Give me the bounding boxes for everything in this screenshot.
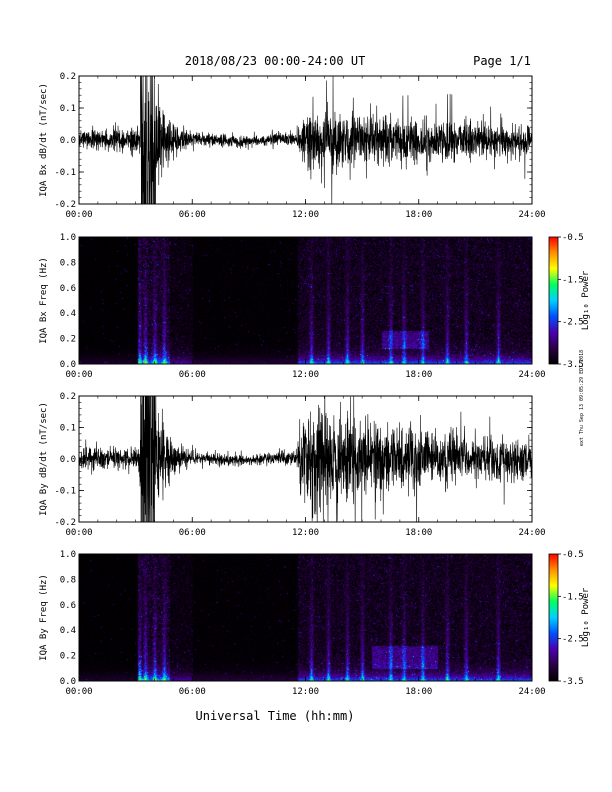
colorbar-tick-label: -0.5 <box>562 550 584 560</box>
x-tick-label: 06:00 <box>179 210 206 220</box>
y-tick-label: 0.2 <box>60 335 76 345</box>
x-tick-label: 06:00 <box>179 370 206 380</box>
colorbar-tick-label: -2.5 <box>562 635 584 645</box>
by-spectrogram-ylabel: IQA By Freq (Hz) <box>39 574 49 661</box>
panels: 0.20.10.0-0.1-0.200:00 06:00 12:00 18:00 24:… <box>39 72 546 697</box>
by-spectrogram-panel: 1.0 0.8 0.6 0.4 0.2 0.000:00 06:00 12:00 18:00 24… <box>39 550 546 697</box>
bx-waveform-panel: 0.2 0.1 0.0 -0.1 -0.200:00 06:00 12:00 18:00 24:… <box>39 72 546 220</box>
x-tick-label: 00:00 <box>65 370 92 380</box>
x-tick-label: 18:00 <box>405 687 432 697</box>
x-tick-label: 24:00 <box>518 687 545 697</box>
bx-waveform-series-line <box>79 76 532 204</box>
x-tick-label: 18:00 <box>405 370 432 380</box>
x-tick-label: 00:00 <box>65 528 92 538</box>
colorbar-tick-label: -3.5 <box>562 677 584 687</box>
y-tick-label: 1.0 <box>60 550 76 560</box>
y-tick-label: 0.6 <box>60 601 76 611</box>
y-tick-label: -0.2 <box>54 518 76 528</box>
bx-spectrogram-colorbar: -0.5 -1.5 -2.5 -3.5 Log₁₀ Power <box>548 233 591 370</box>
y-tick-label: 1.0 <box>60 233 76 243</box>
colorbar-tick-label: -2.5 <box>562 318 584 328</box>
x-tick-label: 00:00 <box>65 687 92 697</box>
x-tick-label: 00:00 <box>65 210 92 220</box>
x-axis-label: Universal Time (hh:mm) <box>196 709 355 723</box>
colorbar-scale <box>548 553 559 682</box>
bx-spectrogram-panel: 1.0 0.8 0.6 0.4 0.2 0.000:00 06:00 12:00 18:00 24… <box>39 233 546 380</box>
y-tick-label: 0.2 <box>60 72 76 82</box>
y-tick-label: 0.6 <box>60 284 76 294</box>
y-tick-label: 0.4 <box>60 309 76 319</box>
y-tick-label: 0.0 <box>60 360 76 370</box>
y-tick-label: 0.8 <box>60 575 76 585</box>
by-waveform-series-line <box>79 396 532 522</box>
x-tick-label: 12:00 <box>292 687 319 697</box>
colorbar-tick-label: -3.5 <box>562 360 584 370</box>
bx-spectrogram-ylabel: IQA Bx Freq (Hz) <box>39 257 49 344</box>
y-tick-label: 0.4 <box>60 626 76 636</box>
x-tick-label: 12:00 <box>292 210 319 220</box>
x-tick-label: 12:00 <box>292 528 319 538</box>
y-tick-label: -0.2 <box>54 200 76 210</box>
y-tick-label: 0.1 <box>60 424 76 434</box>
x-tick-label: 18:00 <box>405 528 432 538</box>
x-tick-label: 12:00 <box>292 370 319 380</box>
by-spectrogram-image <box>79 554 532 681</box>
x-tick-label: 18:00 <box>405 210 432 220</box>
colorbar-tick-label: -1.5 <box>562 275 584 285</box>
side-note: ext Thu Sep 13 09:05:29 EDT 2018 <box>579 350 585 446</box>
x-tick-label: 06:00 <box>179 528 206 538</box>
x-tick-label: 24:00 <box>518 370 545 380</box>
bx-spectrogram-image <box>79 237 532 364</box>
y-tick-label: 0.8 <box>60 258 76 268</box>
by-spectrogram-colorbar: -0.5 -1.5 -2.5 -3.5 Log₁₀ Power <box>548 550 591 687</box>
colorbar-tick-label: -1.5 <box>562 592 584 602</box>
colorbar-label: Log₁₀ Power <box>581 587 591 647</box>
plot-title: 2018/08/23 00:00-24:00 UT <box>185 54 366 68</box>
y-tick-label: 0.2 <box>60 652 76 662</box>
x-tick-label: 24:00 <box>518 528 545 538</box>
y-tick-label: 0.0 <box>60 136 76 146</box>
colorbar-scale <box>548 236 559 365</box>
x-tick-label: 06:00 <box>179 687 206 697</box>
y-tick-label: -0.1 <box>54 487 76 497</box>
y-tick-label: 0.2 <box>60 392 76 402</box>
page-indicator: Page 1/1 <box>473 54 531 68</box>
colorbar-tick-label: -0.5 <box>562 233 584 243</box>
by-waveform-panel: 0.2 0.1 0.0 -0.1 -0.200:00 06:00 12:00 18:00 24:… <box>39 392 546 538</box>
y-tick-label: 0.0 <box>60 677 76 687</box>
y-tick-label: 0.1 <box>60 104 76 114</box>
y-tick-label: 0.0 <box>60 455 76 465</box>
y-tick-label: -0.1 <box>54 168 76 178</box>
colorbar-label: Log₁₀ Power <box>581 270 591 330</box>
bx-waveform-ylabel: IQA Bx dB/dt (nT/sec) <box>39 83 49 197</box>
x-tick-label: 24:00 <box>518 210 545 220</box>
by-waveform-ylabel: IQA By dB/dt (nT/sec) <box>39 402 49 516</box>
